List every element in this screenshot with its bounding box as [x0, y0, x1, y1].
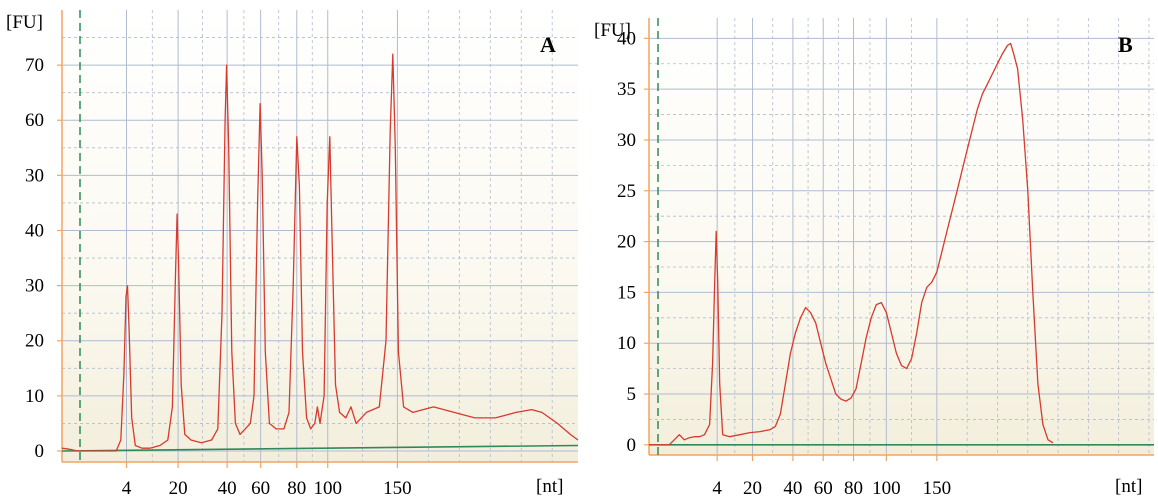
chart-b-y-tick-label: 40 — [617, 28, 636, 49]
chart-a-y-tick-label: 40 — [25, 220, 44, 241]
chart-a-x-tick-label: 80 — [287, 478, 306, 499]
chart-b-y-tick-label: 15 — [617, 282, 636, 303]
chart-b-y-axis-label: [FU] — [594, 20, 631, 41]
chart-a-y-tick-label: 10 — [25, 386, 44, 407]
chart-b-y-tick-label: 10 — [617, 333, 636, 354]
chart-b-trace-series — [649, 42, 1054, 446]
chart-a-baseline-series — [61, 444, 579, 452]
chart-a-svg: 0 10 20 30 40 30 60 70 4 20 40 60 80 100 150 [FU] [nt] A — [6, 10, 579, 499]
chart-a-panel-label: A — [540, 32, 556, 57]
chart-a-y-axis-label: [FU] — [6, 12, 43, 33]
chart-b-x-axis-label: [nt] — [1115, 476, 1142, 497]
chart-a-plot-area — [62, 10, 578, 462]
chart-b-y-tick-label: 20 — [617, 232, 636, 253]
chart-a-y-tick-label: 30 — [25, 276, 44, 297]
chart-a-x-tick-label: 20 — [169, 478, 188, 499]
chart-b-y-tick-label: 5 — [627, 384, 637, 405]
chart-b-y-tick-label: 35 — [617, 79, 636, 100]
chart-a-x-tick-label: 100 — [313, 478, 342, 499]
chart-b-plot-area — [649, 18, 1154, 455]
chart-a-y-tick-label: 60 — [25, 110, 44, 131]
chart-a-x-tick-label: 150 — [383, 478, 412, 499]
chart-b-y-tick-label: 25 — [617, 181, 636, 202]
electropherogram-panel-b: 0 5 10 15 20 25 30 35 40 4 20 40 60 80 100 150 [FU] [nt] B — [592, 0, 1158, 499]
chart-a-y-tick-label: 30 — [25, 165, 44, 186]
chart-b-x-tick-label: 80 — [844, 478, 863, 499]
chart-b-svg: 0 5 10 15 20 25 30 35 40 4 20 40 60 80 100 150 [FU] [nt] B — [594, 18, 1154, 499]
chart-b-y-tick-label: 30 — [617, 130, 636, 151]
chart-b-x-tick-label: 4 — [712, 478, 722, 499]
chart-b-x-tick-label: 20 — [743, 478, 762, 499]
chart-a-trace-series — [61, 53, 579, 452]
electropherogram-panel-a: 0 10 20 30 40 30 60 70 4 20 40 60 80 100 150 [FU] [nt] A — [6, 10, 579, 499]
chart-a-y-tick-label: 0 — [35, 441, 45, 462]
chart-b-x-tick-label: 150 — [923, 478, 952, 499]
chart-b-x-tick-label: 40 — [783, 478, 802, 499]
chart-b-x-tick-label: 100 — [872, 478, 901, 499]
chart-b-x-tick-label: 60 — [814, 478, 833, 499]
chart-a-x-tick-label: 60 — [251, 478, 270, 499]
chart-a-x-axis-label: [nt] — [536, 476, 563, 497]
chart-a-y-tick-label: 20 — [25, 331, 44, 352]
chart-b-y-tick-label: 0 — [627, 435, 637, 456]
chart-a-x-tick-label: 40 — [218, 478, 237, 499]
chart-b-panel-label: B — [1118, 32, 1133, 57]
chart-a-y-tick-label: 70 — [25, 55, 44, 76]
chart-a-x-tick-label: 4 — [122, 478, 132, 499]
